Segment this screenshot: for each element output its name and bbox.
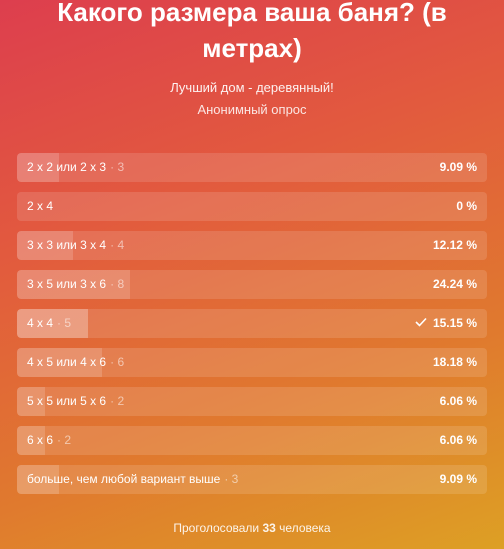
separator-dot: · <box>110 355 118 369</box>
vote-count: 2 <box>64 433 72 447</box>
option-label: 5 x 5 или 5 x 6 <box>27 394 107 408</box>
option-percent: 6.06 % <box>439 433 477 447</box>
option-label: 4 x 4 <box>27 316 54 330</box>
result-bar <box>17 387 46 416</box>
vote-count: 5 <box>64 316 72 330</box>
separator-dot: · <box>57 433 65 447</box>
option-label-wrap: больше, чем любой вариант выше · 3 <box>27 465 238 494</box>
option-label-wrap: 3 x 3 или 3 x 4 · 4 <box>27 231 124 260</box>
option-percent: 9.09 % <box>439 160 477 174</box>
option-percent-wrap: 18.18 % <box>433 348 477 377</box>
option-label-wrap: 2 x 4 <box>27 192 53 221</box>
option-percent-wrap: 24.24 % <box>433 270 477 299</box>
option-label-wrap: 3 x 5 или 3 x 6 · 8 <box>27 270 124 299</box>
checkmark-icon <box>415 309 427 338</box>
option-percent: 9.09 % <box>439 472 477 486</box>
poll-option[interactable]: 6 x 6 · 2 6.06 % <box>17 426 487 455</box>
result-bar <box>17 348 102 377</box>
voter-count: 33 <box>262 521 276 535</box>
poll-option[interactable]: 3 x 5 или 3 x 6 · 8 24.24 % <box>17 270 487 299</box>
option-label: 2 x 4 <box>27 199 54 213</box>
poll-option[interactable]: 4 x 5 или 4 x 6 · 6 18.18 % <box>17 348 487 377</box>
vote-count: 3 <box>117 160 125 174</box>
option-percent: 6.06 % <box>439 394 477 408</box>
option-percent-wrap: 6.06 % <box>440 387 477 416</box>
result-bar <box>17 153 60 182</box>
poll-option[interactable]: 2 x 4 0 % <box>17 192 487 221</box>
poll-option[interactable]: 4 x 4 · 5 15.15 % <box>17 309 487 338</box>
separator-dot: · <box>110 277 118 291</box>
poll-option[interactable]: 3 x 3 или 3 x 4 · 4 12.12 % <box>17 231 487 260</box>
option-percent: 24.24 % <box>432 277 477 291</box>
poll-footer: Проголосовали 33 человека <box>0 521 504 535</box>
option-percent-wrap: 0 % <box>456 192 477 221</box>
vote-count: 8 <box>117 277 125 291</box>
option-label-wrap: 5 x 5 или 5 x 6 · 2 <box>27 387 124 416</box>
option-label-wrap: 4 x 4 · 5 <box>27 309 71 338</box>
footer-suffix: человека <box>279 521 331 535</box>
option-percent: 12.12 % <box>432 238 477 252</box>
vote-count: 6 <box>117 355 125 369</box>
option-label: 2 x 2 или 2 x 3 <box>27 160 107 174</box>
result-bar <box>17 426 46 455</box>
separator-dot: · <box>57 316 65 330</box>
option-label-wrap: 6 x 6 · 2 <box>27 426 71 455</box>
poll-title: Какого размера ваша баня? (в метрах) <box>57 0 447 63</box>
poll-option[interactable]: больше, чем любой вариант выше · 3 9.09 % <box>17 465 487 494</box>
separator-dot: · <box>110 238 118 252</box>
separator-dot: · <box>224 472 232 486</box>
separator-dot: · <box>110 394 118 408</box>
result-bar <box>17 465 60 494</box>
vote-count: 2 <box>117 394 125 408</box>
separator-dot: · <box>110 160 118 174</box>
poll-subtitle: Лучший дом - деревянный! <box>170 80 334 95</box>
poll-option[interactable]: 5 x 5 или 5 x 6 · 2 6.06 % <box>17 387 487 416</box>
option-label: 4 x 5 или 4 x 6 <box>27 355 107 369</box>
option-percent: 0 % <box>456 199 477 213</box>
option-percent: 15.15 % <box>432 316 477 330</box>
option-label: 6 x 6 <box>27 433 54 447</box>
footer-prefix: Проголосовали <box>173 521 260 535</box>
option-percent-wrap: 15.15 % <box>415 309 477 338</box>
result-bar <box>17 231 74 260</box>
option-label: больше, чем любой вариант выше <box>27 472 221 486</box>
vote-count: 4 <box>117 238 125 252</box>
option-percent-wrap: 9.09 % <box>440 153 477 182</box>
option-label-wrap: 2 x 2 или 2 x 3 · 3 <box>27 153 124 182</box>
option-percent-wrap: 12.12 % <box>433 231 477 260</box>
result-bar <box>17 309 88 338</box>
option-label: 3 x 5 или 3 x 6 <box>27 277 107 291</box>
option-label-wrap: 4 x 5 или 4 x 6 · 6 <box>27 348 124 377</box>
poll-type-label: Анонимный опрос <box>197 102 307 117</box>
option-label: 3 x 3 или 3 x 4 <box>27 238 107 252</box>
option-percent-wrap: 6.06 % <box>440 426 477 455</box>
option-percent-wrap: 9.09 % <box>440 465 477 494</box>
poll-option[interactable]: 2 x 2 или 2 x 3 · 3 9.09 % <box>17 153 487 182</box>
result-bar <box>17 270 130 299</box>
vote-count: 3 <box>231 472 239 486</box>
option-percent: 18.18 % <box>432 355 477 369</box>
